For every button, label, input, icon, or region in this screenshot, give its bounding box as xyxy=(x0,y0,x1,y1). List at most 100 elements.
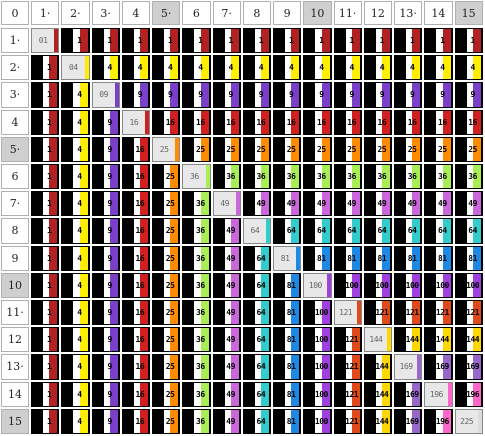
cell-label-panel xyxy=(345,192,355,216)
product-cell: 16 xyxy=(121,408,150,434)
cell-label-panel xyxy=(224,165,234,189)
cell-label-panel xyxy=(285,110,294,134)
cell-value: 9 xyxy=(440,90,445,100)
cell-value: 1 xyxy=(46,144,52,154)
product-cell: 169 xyxy=(424,354,453,380)
cell-value: 25 xyxy=(468,144,477,154)
product-cell: 49 xyxy=(333,191,362,217)
product-cell: 4 xyxy=(333,55,362,81)
product-cell: 4 xyxy=(61,272,90,298)
cell-label-panel xyxy=(285,83,294,107)
product-cell: 81 xyxy=(273,327,302,353)
cell-color-stripe xyxy=(170,83,179,107)
cell-color-stripe xyxy=(230,382,239,406)
cell-color-stripe xyxy=(200,246,209,270)
cell-value: 49 xyxy=(438,199,447,209)
cell-label-panel xyxy=(315,29,325,53)
cell-label-panel xyxy=(406,83,415,107)
cell-color-stripe xyxy=(140,355,148,379)
cell-label-panel xyxy=(345,137,355,161)
product-cell: 100 xyxy=(303,300,332,326)
product-cell: 9 xyxy=(91,300,120,326)
cell-value: 9 xyxy=(107,172,112,182)
cell-value: 81 xyxy=(438,253,447,263)
cell-label-panel xyxy=(224,246,234,270)
cell-value: 9 xyxy=(198,90,203,100)
diagonal-square-cell: 04 xyxy=(61,55,90,81)
cell-label-panel xyxy=(224,328,234,352)
cell-color-stripe xyxy=(382,301,390,325)
cell-color-stripe xyxy=(200,110,209,134)
cell-color-stripe xyxy=(140,83,148,107)
product-cell: 16 xyxy=(454,109,483,135)
cell-label-panel xyxy=(345,409,355,433)
cell-label-panel xyxy=(315,246,325,270)
cell-color-stripe xyxy=(442,355,451,379)
cell-label-panel xyxy=(103,246,113,270)
cell-color-stripe xyxy=(200,29,209,53)
product-cell: 4 xyxy=(121,55,150,81)
cell-color-stripe xyxy=(472,355,481,379)
cell-label-panel xyxy=(285,382,294,406)
cell-color-stripe xyxy=(291,83,300,107)
cell-label-panel xyxy=(315,137,325,161)
cell-label-panel xyxy=(254,301,264,325)
cell-label-panel xyxy=(406,301,415,325)
cell-label-panel xyxy=(133,56,143,80)
product-cell: 49 xyxy=(212,327,241,353)
cell-label-panel xyxy=(43,83,52,107)
cell-value: 25 xyxy=(165,335,175,345)
cell-color-stripe xyxy=(109,301,118,325)
cell-label-panel xyxy=(315,219,325,243)
diagonal-square-cell: 49 xyxy=(212,191,241,217)
diagonal-square-cell: 09 xyxy=(91,82,120,108)
product-cell: 9 xyxy=(212,82,241,108)
cell-color-stripe xyxy=(412,328,421,352)
product-cell: 25 xyxy=(394,136,423,162)
cell-color-stripe xyxy=(412,165,421,189)
cell-color-stripe xyxy=(382,56,390,80)
product-cell: 4 xyxy=(61,164,90,190)
cell-value: 16 xyxy=(135,389,145,399)
cell-color-stripe xyxy=(49,56,58,80)
cell-color-stripe xyxy=(79,192,88,216)
cell-label-panel xyxy=(285,192,294,216)
cell-label-panel xyxy=(224,409,234,433)
cell-label-panel xyxy=(345,165,355,189)
cell-color-stripe xyxy=(175,137,180,161)
cell-color-stripe xyxy=(230,409,239,433)
cell-label-panel xyxy=(406,273,415,297)
product-cell: 9 xyxy=(91,109,120,135)
cell-label-panel xyxy=(73,301,83,325)
cell-color-stripe xyxy=(321,409,330,433)
cell-label-panel xyxy=(224,301,234,325)
product-cell: 64 xyxy=(363,218,392,244)
cell-color-stripe xyxy=(442,110,451,134)
product-cell: 169 xyxy=(394,381,423,407)
product-cell: 25 xyxy=(303,136,332,162)
cell-color-stripe xyxy=(321,110,330,134)
product-cell: 36 xyxy=(273,164,302,190)
cell-value: 36 xyxy=(347,172,356,182)
cell-value: 49 xyxy=(286,199,296,209)
cell-value: 9 xyxy=(137,90,143,100)
cell-value: 16 xyxy=(286,117,296,127)
cell-value: 169 xyxy=(405,389,419,399)
cell-value: 16 xyxy=(135,199,145,209)
cell-color-stripe xyxy=(472,165,481,189)
product-cell: 1 xyxy=(31,191,60,217)
product-cell: 81 xyxy=(273,272,302,298)
cell-value: 16 xyxy=(129,117,139,127)
cell-color-stripe xyxy=(266,219,270,243)
cell-label-panel xyxy=(285,409,294,433)
product-cell: 1 xyxy=(31,164,60,190)
cell-value: 25 xyxy=(165,280,175,290)
product-cell: 49 xyxy=(363,191,392,217)
cell-color-stripe xyxy=(382,29,390,53)
cell-color-stripe xyxy=(49,192,58,216)
cell-value: 16 xyxy=(196,117,205,127)
cell-color-stripe xyxy=(200,328,209,352)
cell-color-stripe xyxy=(109,355,118,379)
cell-label-panel xyxy=(254,328,264,352)
cell-value: 01 xyxy=(38,36,48,46)
